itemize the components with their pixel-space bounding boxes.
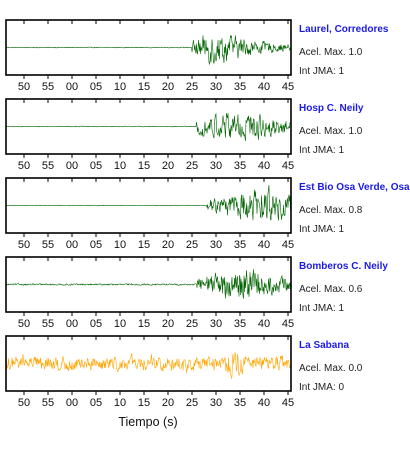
acel-max-label: Acel. Max. 1.0 [299, 126, 363, 137]
x-tick-label: 55 [42, 239, 54, 251]
x-tick-label: 25 [186, 318, 198, 330]
panel-frame [5, 98, 292, 155]
x-axis-label: Tiempo (s) [118, 415, 177, 429]
waveform-trace [6, 35, 291, 66]
waveform-trace [6, 269, 291, 299]
x-tick-label: 45 [282, 397, 294, 409]
x-tick-label: 20 [162, 318, 174, 330]
x-tick-label: 25 [186, 160, 198, 172]
station-name: Bomberos C. Neily [299, 261, 388, 272]
x-tick-label: 40 [258, 397, 270, 409]
x-tick-label: 45 [282, 81, 294, 93]
jma-intensity-label: Int JMA: 0 [299, 382, 344, 393]
x-tick-label: 40 [258, 81, 270, 93]
x-tick-label: 05 [90, 397, 102, 409]
panel-frame [5, 19, 292, 76]
x-tick-label: 30 [210, 318, 222, 330]
x-tick-label: 15 [138, 239, 150, 251]
x-tick-label: 15 [138, 81, 150, 93]
x-tick-label: 50 [18, 81, 30, 93]
x-tick-label: 05 [90, 81, 102, 93]
station-name: La Sabana [299, 340, 349, 351]
acel-max-label: Acel. Max. 1.0 [299, 47, 363, 58]
x-tick-label: 35 [234, 239, 246, 251]
x-tick-label: 55 [42, 318, 54, 330]
x-tick-label: 00 [66, 318, 78, 330]
jma-intensity-label: Int JMA: 1 [299, 224, 344, 235]
x-tick-label: 05 [90, 318, 102, 330]
x-tick-label: 15 [138, 397, 150, 409]
panel-frame [5, 256, 292, 313]
station-name: Est Bio Osa Verde, Osa [299, 182, 410, 193]
x-tick-label: 10 [114, 239, 126, 251]
x-tick-label: 55 [42, 81, 54, 93]
x-tick-label: 45 [282, 160, 294, 172]
acel-max-label: Acel. Max. 0.8 [299, 205, 363, 216]
x-tick-label: 25 [186, 81, 198, 93]
x-tick-label: 15 [138, 160, 150, 172]
x-tick-label: 30 [210, 239, 222, 251]
x-tick-label: 40 [258, 160, 270, 172]
x-tick-label: 30 [210, 160, 222, 172]
x-tick-label: 30 [210, 81, 222, 93]
x-tick-label: 20 [162, 239, 174, 251]
x-tick-label: 45 [282, 239, 294, 251]
jma-intensity-label: Int JMA: 1 [299, 66, 344, 77]
x-tick-label: 45 [282, 318, 294, 330]
seismogram-panel: 50 55 00 05 10 15 20 25 30 35 40 45 Hosp C. Neily Ace… [5, 98, 364, 172]
waveform-trace [6, 112, 291, 142]
x-tick-label: 40 [258, 318, 270, 330]
station-name: Laurel, Corredores [299, 24, 389, 35]
waveform-trace [6, 184, 291, 221]
seismogram-panel: 50 55 00 05 10 15 20 25 30 35 40 45 Est Bio Osa Verd… [5, 177, 410, 251]
x-tick-label: 00 [66, 239, 78, 251]
x-tick-label: 50 [18, 397, 30, 409]
acel-max-label: Acel. Max. 0.0 [299, 363, 363, 374]
x-tick-label: 10 [114, 81, 126, 93]
seismogram-panel: 50 55 00 05 10 15 20 25 30 35 40 45 Laurel, Corredor… [5, 19, 389, 93]
x-tick-label: 05 [90, 239, 102, 251]
x-tick-label: 00 [66, 397, 78, 409]
panel-frame [5, 335, 292, 392]
x-tick-label: 50 [18, 318, 30, 330]
jma-intensity-label: Int JMA: 1 [299, 145, 344, 156]
panel-frame [5, 177, 292, 234]
x-tick-label: 40 [258, 239, 270, 251]
x-tick-label: 00 [66, 81, 78, 93]
station-name: Hosp C. Neily [299, 103, 364, 114]
waveform-trace [6, 351, 291, 380]
x-tick-label: 35 [234, 81, 246, 93]
seismogram-panel: 50 55 00 05 10 15 20 25 30 35 40 45 La Sabana Acel. M… [5, 335, 363, 409]
x-tick-label: 05 [90, 160, 102, 172]
jma-intensity-label: Int JMA: 1 [299, 303, 344, 314]
x-tick-label: 35 [234, 318, 246, 330]
x-tick-label: 20 [162, 160, 174, 172]
x-tick-label: 35 [234, 160, 246, 172]
x-tick-label: 10 [114, 318, 126, 330]
x-tick-label: 50 [18, 160, 30, 172]
x-tick-label: 20 [162, 397, 174, 409]
x-tick-label: 10 [114, 397, 126, 409]
x-tick-label: 50 [18, 239, 30, 251]
x-tick-label: 00 [66, 160, 78, 172]
acel-max-label: Acel. Max. 0.6 [299, 284, 363, 295]
x-tick-label: 10 [114, 160, 126, 172]
x-tick-label: 25 [186, 239, 198, 251]
x-tick-label: 25 [186, 397, 198, 409]
x-tick-label: 35 [234, 397, 246, 409]
x-tick-label: 55 [42, 397, 54, 409]
x-tick-label: 15 [138, 318, 150, 330]
x-tick-label: 30 [210, 397, 222, 409]
seismogram-panel: 50 55 00 05 10 15 20 25 30 35 40 45 Bomberos C. Neil… [5, 256, 388, 330]
x-tick-label: 20 [162, 81, 174, 93]
x-tick-label: 55 [42, 160, 54, 172]
